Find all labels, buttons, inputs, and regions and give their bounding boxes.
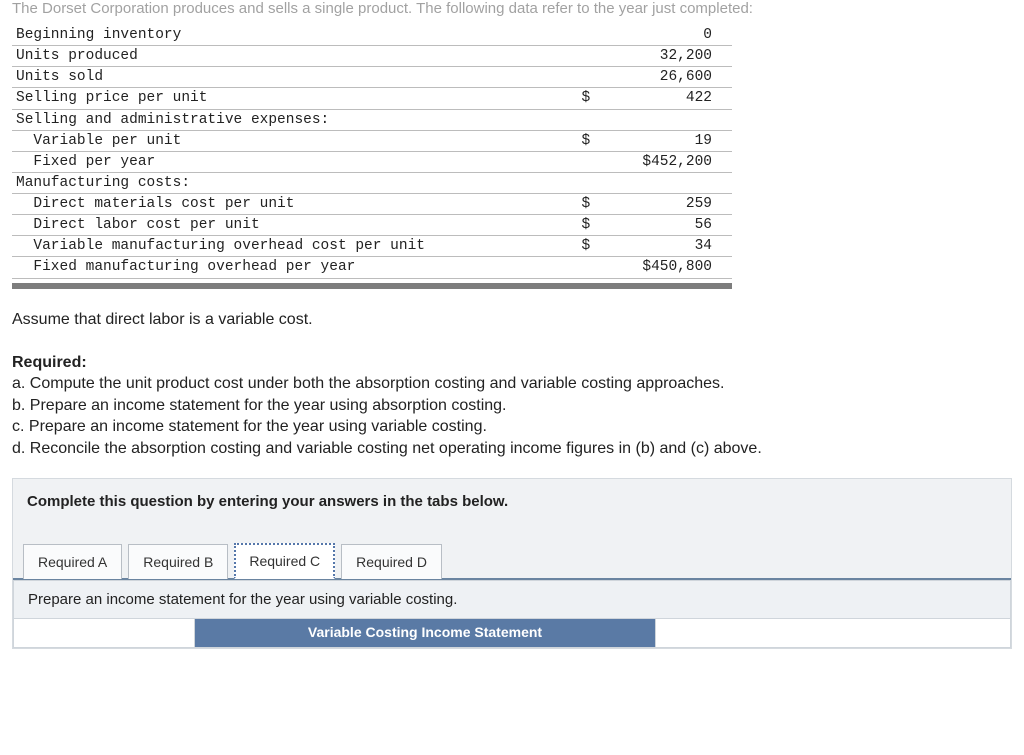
statement-header: Variable Costing Income Statement [195, 619, 656, 647]
table-row: Selling and administrative expenses: [12, 109, 732, 130]
tab-bar: Required A Required B Required C Require… [13, 540, 1011, 580]
row-label: Selling and administrative expenses: [12, 109, 555, 130]
row-label: Direct labor cost per unit [12, 215, 555, 236]
tab-content-panel: Prepare an income statement for the year… [13, 580, 1011, 648]
required-heading: Required: [12, 352, 1012, 374]
tab-required-c[interactable]: Required C [234, 543, 335, 579]
required-item-d: d. Reconcile the absorption costing and … [12, 438, 1012, 460]
table-row: Direct materials cost per unit$259 [12, 194, 732, 215]
row-label: Direct materials cost per unit [12, 194, 555, 215]
row-currency: $ [555, 236, 594, 257]
statement-header-spacer [14, 619, 195, 647]
table-row: Variable manufacturing overhead cost per… [12, 236, 732, 257]
answer-panel: Complete this question by entering your … [12, 478, 1012, 649]
row-label: Variable per unit [12, 130, 555, 151]
row-value: 34 [594, 236, 732, 257]
row-value: $452,200 [594, 151, 732, 172]
row-currency [555, 257, 594, 278]
table-row: Selling price per unit$422 [12, 88, 732, 109]
row-currency [555, 172, 594, 193]
row-currency: $ [555, 194, 594, 215]
row-label: Fixed per year [12, 151, 555, 172]
row-label: Selling price per unit [12, 88, 555, 109]
assumption-text: Assume that direct labor is a variable c… [12, 309, 1012, 331]
row-currency [555, 67, 594, 88]
row-value: 422 [594, 88, 732, 109]
tab-required-a[interactable]: Required A [23, 544, 122, 579]
row-currency: $ [555, 215, 594, 236]
table-row: Manufacturing costs: [12, 172, 732, 193]
table-row: Units sold 26,600 [12, 67, 732, 88]
row-currency: $ [555, 88, 594, 109]
statement-header-row: Variable Costing Income Statement [14, 619, 1010, 647]
row-label: Fixed manufacturing overhead per year [12, 257, 555, 278]
row-currency: $ [555, 130, 594, 151]
required-item-b: b. Prepare an income statement for the y… [12, 395, 1012, 417]
table-row: Units produced 32,200 [12, 46, 732, 67]
row-value [594, 172, 732, 193]
row-label: Variable manufacturing overhead cost per… [12, 236, 555, 257]
row-label: Manufacturing costs: [12, 172, 555, 193]
table-row: Variable per unit$19 [12, 130, 732, 151]
row-value: 0 [594, 25, 732, 46]
row-currency [555, 46, 594, 67]
table-row: Direct labor cost per unit$56 [12, 215, 732, 236]
row-value: 32,200 [594, 46, 732, 67]
row-currency [555, 25, 594, 46]
table-row: Fixed per year $452,200 [12, 151, 732, 172]
tab-required-b[interactable]: Required B [128, 544, 228, 579]
table-row: Fixed manufacturing overhead per year $45… [12, 257, 732, 278]
row-value: 19 [594, 130, 732, 151]
row-currency [555, 151, 594, 172]
row-label: Units produced [12, 46, 555, 67]
required-item-c: c. Prepare an income statement for the y… [12, 416, 1012, 438]
problem-body: Assume that direct labor is a variable c… [0, 289, 1024, 460]
tab-required-d[interactable]: Required D [341, 544, 442, 579]
row-value [594, 109, 732, 130]
financial-data-table: Beginning inventory 0 Units produced 32,200… [12, 25, 732, 279]
table-row: Beginning inventory 0 [12, 25, 732, 46]
intro-text: The Dorset Corporation produces and sell… [0, 0, 1024, 17]
row-label: Units sold [12, 67, 555, 88]
row-value: 26,600 [594, 67, 732, 88]
row-currency [555, 109, 594, 130]
row-value: 259 [594, 194, 732, 215]
tab-prompt-text: Prepare an income statement for the year… [14, 581, 1010, 619]
data-table-container: Beginning inventory 0 Units produced 32,200… [12, 25, 732, 279]
row-value: $450,800 [594, 257, 732, 278]
row-label: Beginning inventory [12, 25, 555, 46]
row-value: 56 [594, 215, 732, 236]
required-item-a: a. Compute the unit product cost under b… [12, 373, 1012, 395]
answer-instructions: Complete this question by entering your … [13, 479, 1011, 540]
